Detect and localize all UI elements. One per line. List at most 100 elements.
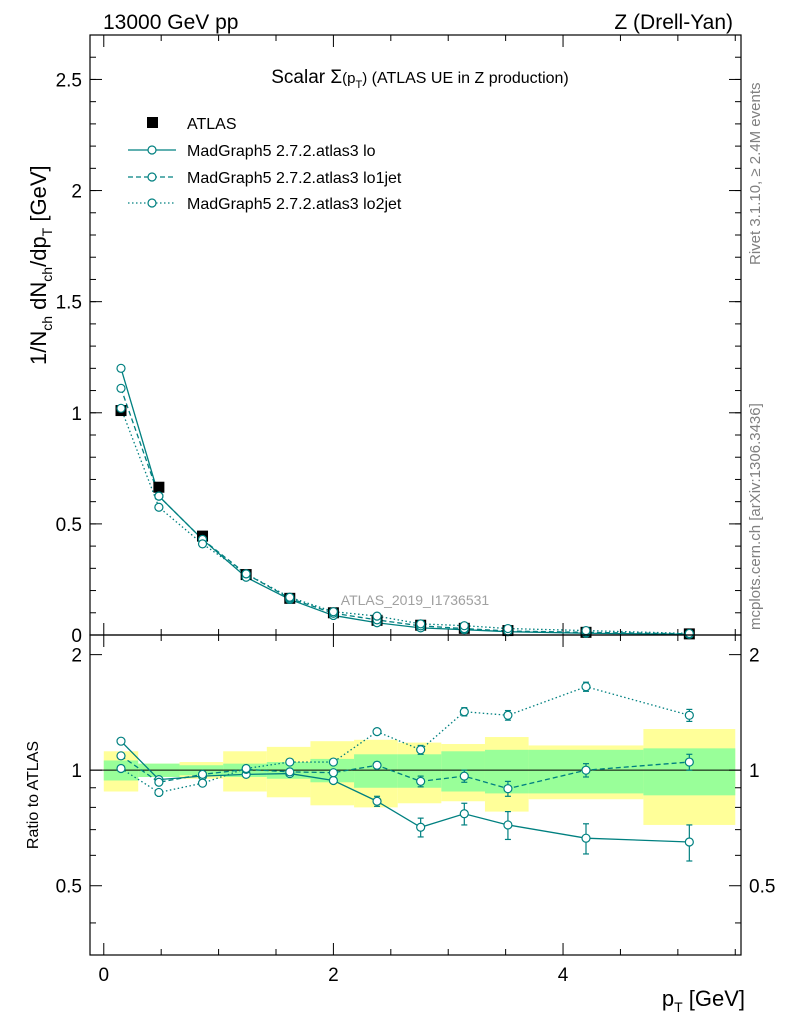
main-curves — [120, 368, 690, 635]
ratio-point-dashed — [581, 765, 591, 775]
ratio-point-solid — [581, 833, 591, 843]
ratio-point-dotted — [503, 710, 513, 720]
ratio-y-tick-label-right: 1 — [749, 761, 760, 782]
ratio-point-dotted — [116, 763, 126, 774]
ratio-y-tick-label-right: 2 — [749, 646, 760, 667]
ratio-frame — [89, 634, 742, 956]
ratio-point-dashed — [328, 768, 339, 778]
x-axis-label: pT [GeV] — [662, 986, 745, 1015]
ratio-point-dashed — [285, 767, 295, 777]
ratio-point-dashed — [684, 757, 694, 767]
curve-solid — [120, 368, 690, 635]
ratio-point-dotted — [459, 707, 469, 717]
ylabel-sub3: T — [39, 227, 55, 236]
ratio-point-dotted — [684, 710, 694, 720]
x-tick-label: 0 — [98, 965, 109, 986]
ylabel-a: 1/N — [26, 331, 51, 365]
xlabel-b: [GeV] — [683, 986, 745, 1011]
mc-point-dotted — [416, 619, 426, 629]
mc-point-dotted — [154, 502, 164, 512]
mc-point-dotted — [372, 611, 382, 621]
y-tick-label: 2.5 — [56, 70, 82, 91]
mc-point-dotted — [328, 607, 339, 617]
legend-label-lo1jet: MadGraph5 2.7.2.atlas3 lo1jet — [187, 170, 402, 187]
ratio-point-dotted — [197, 778, 208, 788]
ratio-point-solid — [328, 775, 339, 786]
title-prefix: Scalar — [271, 67, 330, 88]
mc-point-dotted — [285, 592, 295, 602]
ylabel-d: [GeV] — [26, 165, 51, 227]
inner-band — [354, 754, 398, 788]
ratio-point-solid — [503, 820, 513, 830]
xlabel-a: p — [662, 986, 674, 1011]
xlabel-sub: T — [674, 999, 683, 1015]
title-suffix: (ATLAS UE in Z production) — [367, 70, 569, 87]
ratio-point-dotted — [416, 745, 426, 755]
ratio-point-solid — [459, 809, 469, 819]
ylabel-b: dN — [26, 282, 51, 316]
title-sigma: Σ — [330, 67, 342, 88]
ratio-point-solid — [116, 736, 126, 746]
mc-point-dotted — [503, 623, 513, 634]
y-tick-label: 2 — [71, 182, 82, 203]
curve-dashed — [120, 388, 690, 635]
ratio-y-tick-label-right: 0.5 — [749, 877, 775, 898]
legend-label-lo: MadGraph5 2.7.2.atlas3 lo — [187, 143, 376, 160]
ratio-curve-dashed — [120, 755, 690, 790]
ratio-y-tick-label: 2 — [71, 646, 82, 667]
curve-dotted — [120, 408, 690, 635]
y-tick-label: 1.5 — [56, 293, 82, 314]
ratio-y-tick-label: 1 — [71, 761, 82, 782]
ratio-point-dashed — [116, 751, 126, 761]
atlas-data-point — [153, 481, 165, 493]
ratio-y-tick-label: 0.5 — [56, 877, 82, 898]
ratio-point-solid — [416, 822, 426, 832]
ratio-points — [116, 681, 694, 862]
y-tick-label: 0 — [71, 626, 82, 647]
rivet-label: Rivet 3.1.10, ≥ 2.4M events — [747, 83, 764, 266]
ylabel-sub1: ch — [39, 316, 55, 331]
ratio-point-dashed — [459, 771, 469, 781]
ratio-point-dashed — [503, 784, 513, 794]
y-axis-label: 1/Nch dNch/dpT [GeV] — [26, 165, 55, 365]
header-left: 13000 GeV pp — [103, 11, 238, 34]
ratio-point-solid — [684, 837, 694, 847]
main-points — [115, 363, 695, 640]
legend-label-atlas: ATLAS — [187, 116, 237, 133]
ratio-point-dashed — [154, 777, 164, 787]
ratio-point-dashed — [416, 776, 426, 786]
mc-point-dashed — [116, 383, 126, 393]
source-label: mcplots.cern.ch [arXiv:1306.3436] — [747, 403, 764, 630]
mc-point-dotted — [581, 625, 591, 636]
ratio-point-dotted — [581, 682, 591, 692]
mc-point-dotted — [197, 539, 208, 549]
mc-point-dotted — [684, 628, 694, 639]
mc-point-dashed — [154, 491, 164, 501]
ratio-point-solid — [372, 796, 382, 806]
y-tick-label: 1 — [71, 404, 82, 425]
main-panel: 00.511.522.5 Scalar Σ(pT) (ATLAS UE in Z… — [26, 34, 742, 647]
title-paren-open: (p — [342, 70, 355, 87]
ratio-point-dotted — [241, 763, 251, 774]
header-right: Z (Drell-Yan) — [614, 11, 733, 34]
ratio-point-dotted — [154, 787, 164, 798]
x-tick-label: 4 — [558, 965, 569, 986]
legend-swatch-lo-marker — [147, 145, 157, 155]
legend-swatch-lo1jet-marker — [147, 172, 157, 182]
ratio-axis-ticks: 0.5 0.5 1 1 2 2 0 2 4 — [56, 635, 775, 986]
ratio-point-dotted — [328, 757, 339, 767]
mc-point-dotted — [459, 621, 469, 631]
mc-point-solid — [116, 363, 126, 373]
legend-label-lo2jet: MadGraph5 2.7.2.atlas3 lo2jet — [187, 196, 402, 213]
ratio-curve-solid — [120, 740, 690, 843]
legend-swatch-lo2jet-marker — [147, 198, 157, 208]
title-paren-close: ) — [362, 70, 367, 87]
ratio-y-axis-label: Ratio to ATLAS — [25, 741, 42, 849]
mc-point-dotted — [116, 403, 126, 413]
ratio-uncertainty-bands — [103, 729, 736, 825]
main-axis-ticks: 0 0.5 1 1.5 2 2.5 — [56, 34, 741, 647]
legend-swatch-atlas — [147, 117, 158, 128]
ratio-point-dashed — [372, 760, 382, 770]
ratio-point-dotted — [285, 757, 295, 767]
